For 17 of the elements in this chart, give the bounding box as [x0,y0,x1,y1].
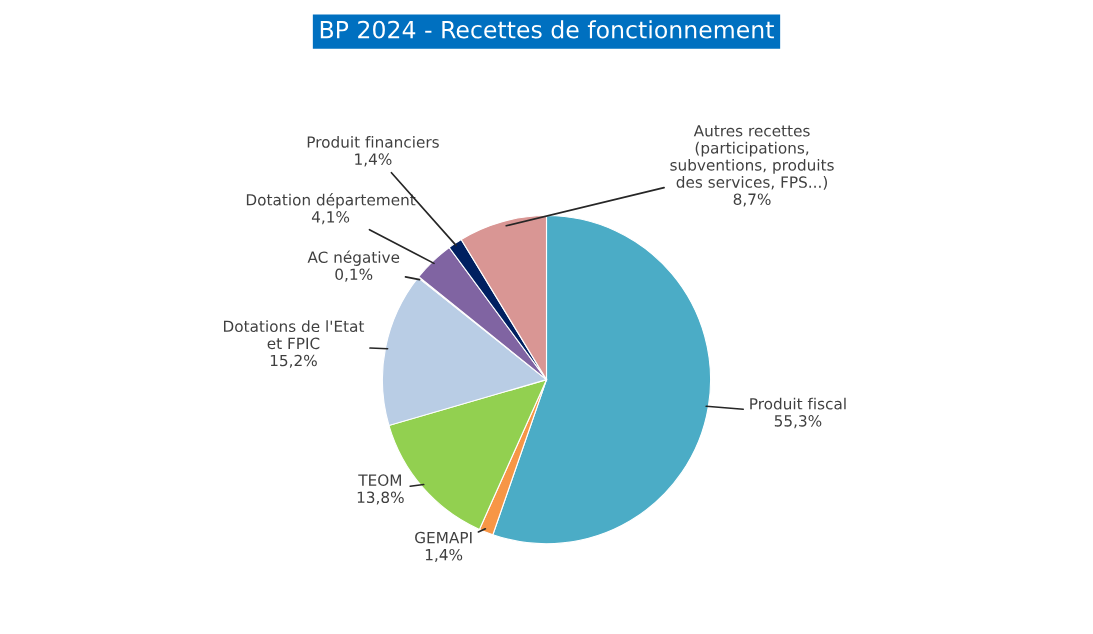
slice-label: Dotation département [246,193,416,209]
data-label: 4,1% [311,211,350,225]
slice-label: Produit financiers [307,135,439,148]
chart-title: BP 2024 - Recettes de fonctionnement [320,20,774,39]
data-label: 1,4% [355,153,392,167]
slice-label: GEMAPI [415,531,472,544]
slice-label: Autres recettes (participations, subventions, produits des services, FPS...) [670,125,834,190]
data-label: 13,8% [357,491,404,505]
data-label: 55,3% [774,415,822,429]
data-label: 8,7% [733,193,771,207]
data-label: 1,4% [425,548,463,563]
data-label: 0,1% [335,268,373,282]
slice-label: Produit fiscal [750,397,846,410]
data-label: 15,2% [270,354,317,368]
slice-label: TEOM [358,474,401,486]
slice-label: Dotations de l'Etat et FPIC [223,320,365,350]
slice-label: AC négative [307,250,400,266]
